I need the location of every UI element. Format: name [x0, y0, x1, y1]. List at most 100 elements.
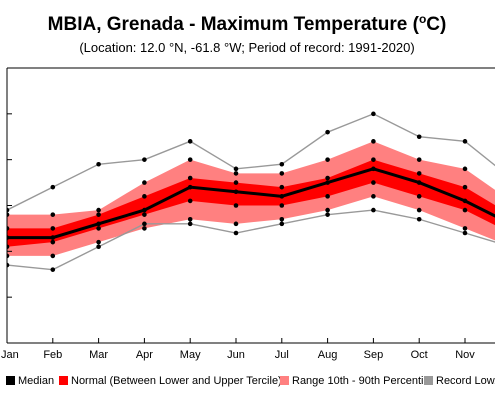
point-lower_tercile-may [187, 198, 193, 204]
point-record_high-apr [142, 157, 147, 162]
x-tick-label-sep: Sep [364, 349, 384, 361]
point-lower_tercile-jul [279, 203, 285, 208]
point-record_low-mar [96, 244, 101, 250]
point-p90-jan [7, 212, 10, 217]
legend-swatch-record [424, 376, 433, 385]
point-record_low-nov [462, 230, 468, 236]
point-lower_tercile-jan [7, 244, 10, 250]
point-p10-apr [142, 226, 147, 231]
point-p90-sep [371, 139, 376, 144]
legend-swatch-median [6, 376, 15, 385]
point-upper_tercile-nov [462, 184, 468, 190]
point-p90-may [187, 157, 193, 162]
point-p90-jul [279, 171, 285, 176]
point-median-feb [50, 235, 56, 240]
legend-label-tercile: Normal (Between Lower and Upper Tercile) [71, 375, 282, 387]
point-upper_tercile-jun [233, 180, 239, 185]
point-record_high-jul [279, 161, 285, 167]
point-upper_tercile-jan [7, 226, 10, 231]
legend-label-percentile: Range 10th - 90th Percentile [292, 375, 432, 387]
point-p90-aug [325, 157, 330, 162]
point-record_high-jun [233, 166, 239, 172]
x-tick-label-jun: Jun [227, 349, 245, 361]
point-upper_tercile-feb [50, 226, 56, 231]
point-upper_tercile-sep [371, 157, 376, 162]
point-record_high-aug [325, 129, 330, 135]
legend-swatch-percentile [280, 376, 289, 385]
point-upper_tercile-aug [325, 175, 330, 181]
point-median-jun [233, 189, 239, 195]
point-median-sep [371, 166, 376, 172]
point-upper_tercile-may [187, 175, 193, 181]
point-p10-jul [279, 216, 285, 222]
legend-swatch-tercile [59, 376, 68, 385]
legend-label-record: Record Low/High [436, 375, 495, 387]
point-p10-aug [325, 207, 330, 213]
legend: Median Normal (Between Lower and Upper Te… [6, 375, 495, 387]
point-lower_tercile-aug [325, 194, 330, 199]
point-median-nov [462, 198, 468, 204]
point-record_low-sep [371, 207, 376, 213]
legend-label-median: Median [18, 375, 54, 387]
chart-title: MBIA, Grenada - Maximum Temperature (oC) [48, 12, 447, 35]
x-tick-label-feb: Feb [43, 349, 62, 361]
point-record_low-jun [233, 230, 239, 236]
point-record_high-mar [96, 161, 101, 167]
x-tick-label-nov: Nov [455, 349, 475, 361]
point-p10-mar [96, 239, 101, 245]
point-record_high-oct [416, 134, 422, 140]
point-record_high-sep [371, 111, 376, 117]
point-lower_tercile-apr [142, 212, 147, 217]
record-low-line [7, 209, 495, 271]
point-p10-jan [7, 253, 10, 259]
x-tick-label-jan: Jan [1, 349, 19, 361]
point-p10-feb [50, 253, 56, 259]
point-p90-jun [233, 171, 239, 176]
point-median-jan [7, 235, 10, 240]
point-record_low-apr [142, 221, 147, 227]
x-tick-label-may: May [180, 349, 201, 361]
point-lower_tercile-oct [416, 194, 422, 199]
point-p90-feb [50, 212, 56, 217]
point-record_high-may [187, 139, 193, 144]
point-p10-jun [233, 221, 239, 227]
point-lower_tercile-nov [462, 207, 468, 213]
point-p10-sep [371, 194, 376, 199]
x-tick-label-mar: Mar [89, 349, 108, 361]
point-upper_tercile-oct [416, 171, 422, 176]
point-p90-mar [96, 207, 101, 213]
plot-area [7, 111, 495, 272]
x-tick-label-apr: Apr [136, 349, 153, 361]
point-p90-nov [462, 166, 468, 172]
point-median-aug [325, 180, 330, 185]
point-record_low-may [187, 221, 193, 227]
point-upper_tercile-mar [96, 212, 101, 217]
point-p90-apr [142, 180, 147, 185]
x-tick-label-oct: Oct [411, 349, 428, 361]
point-record_low-aug [325, 212, 330, 217]
axes: Jan Feb Mar Apr May Jun Jul Aug Sep Oct Nov [1, 67, 495, 361]
point-median-may [187, 184, 193, 190]
title-superscript: o [419, 12, 426, 26]
point-median-mar [96, 221, 101, 227]
point-p10-oct [416, 207, 422, 213]
point-p90-oct [416, 157, 422, 162]
point-lower_tercile-sep [371, 180, 376, 185]
point-record_low-feb [50, 267, 56, 272]
x-tick-label-jul: Jul [275, 349, 289, 361]
point-record_low-jan [7, 262, 10, 268]
point-record_low-oct [416, 216, 422, 222]
record-high-line [7, 113, 495, 211]
point-lower_tercile-jun [233, 203, 239, 208]
point-lower_tercile-feb [50, 239, 56, 245]
chart-subtitle: (Location: 12.0 °N, -61.8 °W; Period of … [79, 40, 414, 55]
point-median-jul [279, 194, 285, 199]
point-record_high-jan [7, 207, 10, 213]
point-upper_tercile-apr [142, 194, 147, 199]
point-upper_tercile-jul [279, 184, 285, 190]
title-unit: C) [426, 14, 446, 35]
point-lower_tercile-mar [96, 226, 101, 231]
point-record_low-jul [279, 221, 285, 227]
